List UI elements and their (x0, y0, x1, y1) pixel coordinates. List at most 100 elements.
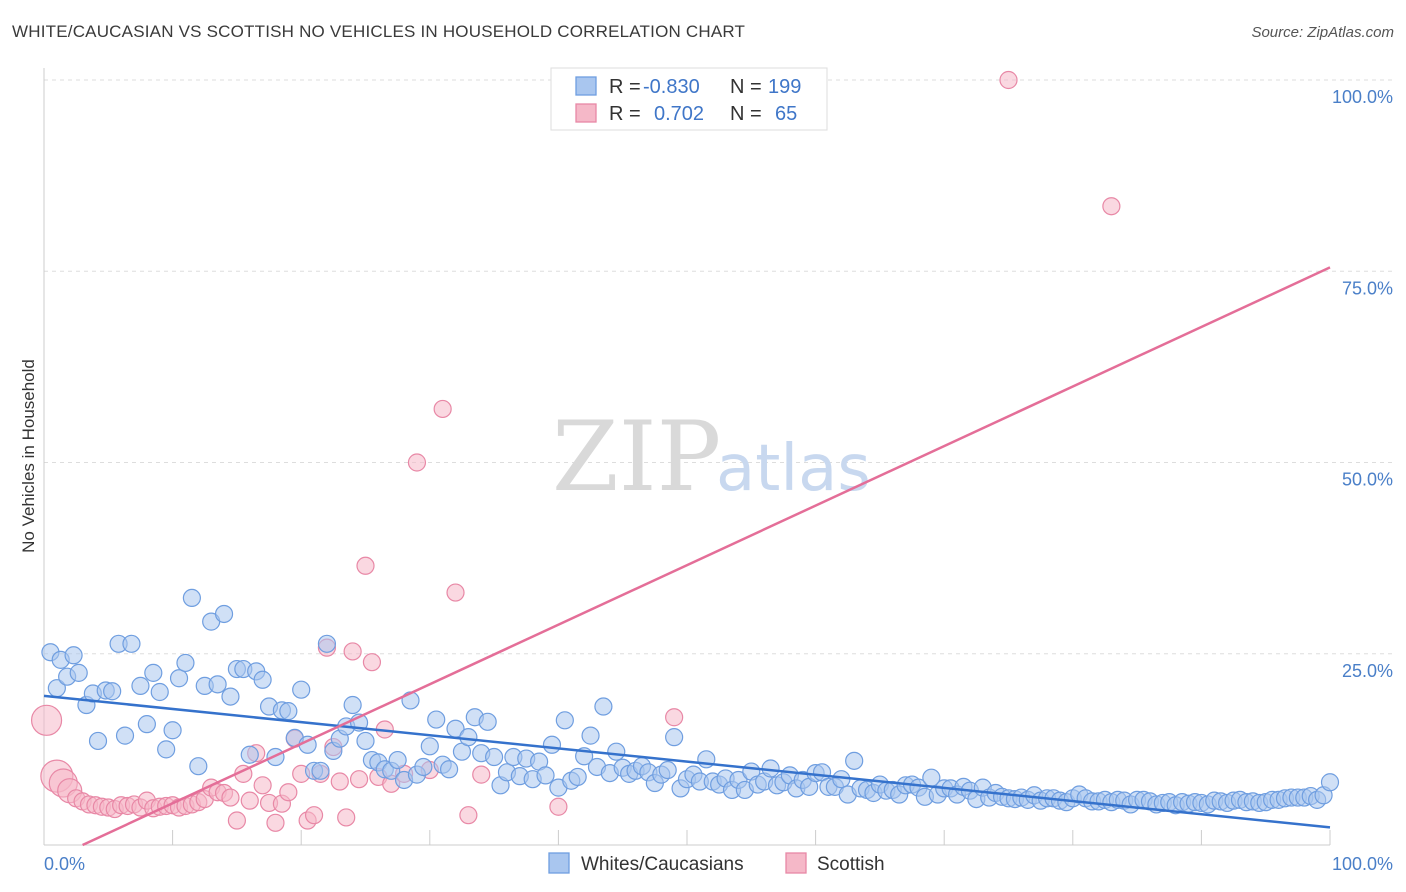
scottish-point (227, 811, 246, 830)
whites-point (485, 747, 504, 767)
x-tick-label-max: 100.0% (1332, 854, 1393, 874)
source-label: Source: ZipAtlas.com (1251, 24, 1394, 41)
legend-swatch-blue (575, 76, 597, 96)
scottish-point (30, 704, 63, 736)
legend-n-label-blue: N = (730, 76, 762, 98)
y-tick-label-100: 100.0% (1332, 87, 1393, 107)
scottish-point (665, 708, 684, 727)
whites-point (131, 676, 150, 695)
whites-point (64, 646, 83, 665)
scottish-point (279, 783, 298, 802)
whites-point (665, 728, 684, 747)
whites-point (253, 670, 272, 689)
y-tick-labels: 25.0% 50.0% 75.0% 100.0% (1332, 87, 1393, 681)
legend-r-value-blue: -0.830 (643, 76, 700, 98)
whites-point (292, 680, 311, 699)
whites-point (581, 726, 600, 745)
whites-point (542, 735, 562, 754)
whites-point (214, 604, 234, 624)
stats-legend: R = -0.830 N = 199 R = 0.702 N = 65 (550, 67, 828, 131)
watermark-atlas: atlas (716, 432, 871, 506)
x-tick-label-min: 0.0% (44, 854, 85, 874)
chart-title: WHITE/CAUCASIAN VS SCOTTISH NO VEHICLES … (12, 22, 746, 41)
whites-point (343, 695, 362, 715)
whites-point (176, 653, 195, 673)
whites-point (568, 767, 587, 787)
whites-point (163, 721, 182, 740)
whites-point (594, 697, 613, 716)
scottish-point (999, 70, 1018, 90)
scottish-point (221, 788, 240, 807)
whites-trend-line (43, 694, 1331, 829)
legend-r-value-pink: 0.702 (654, 103, 704, 125)
scottish-point (433, 399, 452, 419)
whites-point (150, 682, 169, 702)
whites-point (221, 687, 240, 706)
whites-point (356, 731, 375, 751)
y-tick-label-50: 50.0% (1342, 470, 1393, 490)
whites-point (536, 766, 555, 785)
scottish-point (446, 583, 465, 602)
y-tick-label-75: 75.0% (1342, 278, 1393, 298)
whites-point (69, 663, 88, 682)
bottom-legend-swatch-pink (785, 852, 807, 874)
legend-r-label-blue: R = (609, 76, 641, 98)
scottish-point (304, 806, 324, 825)
whites-point (88, 731, 108, 751)
whites-point (157, 740, 176, 759)
scottish-point (362, 653, 382, 672)
whites-point (427, 710, 446, 729)
whites-point (103, 682, 122, 701)
whites-point (169, 669, 189, 688)
y-tick-label-25: 25.0% (1342, 661, 1393, 681)
whites-point (414, 757, 433, 777)
whites-point (1320, 773, 1340, 792)
whites-point (420, 737, 439, 756)
whites-point (607, 742, 626, 761)
whites-point (317, 634, 337, 653)
whites-point (208, 675, 227, 694)
scottish-point (459, 806, 478, 825)
whites-point (144, 663, 163, 682)
whites-point (845, 751, 864, 770)
whites-point (439, 760, 459, 779)
whites-point (555, 711, 574, 730)
whites-point (388, 750, 407, 770)
legend-n-value-pink: 65 (775, 103, 797, 125)
whites-point (137, 715, 156, 734)
whites-point (189, 757, 208, 776)
scottish-point (549, 797, 568, 816)
scottish-point (240, 791, 259, 810)
whites-point (311, 761, 330, 780)
x-tick-marks (43, 830, 1331, 845)
legend-swatch-pink (575, 103, 597, 123)
scottish-point (343, 642, 362, 661)
whites-point (122, 634, 141, 653)
whites-point (240, 745, 259, 764)
bottom-legend-swatch-blue (548, 852, 570, 874)
gridlines (44, 79, 1393, 655)
legend-n-label-pink: N = (730, 103, 762, 125)
bottom-legend-label-pink: Scottish (817, 854, 885, 875)
legend-n-value-blue: 199 (768, 76, 801, 98)
scottish-point (337, 808, 356, 827)
scottish-point (349, 770, 369, 789)
whites-point (182, 588, 201, 608)
scottish-point (356, 556, 375, 575)
scottish-point (330, 772, 349, 791)
y-axis-label: No Vehicles in Household (19, 359, 38, 553)
bottom-legend-label-blue: Whites/Caucasians (581, 854, 744, 875)
whites-points (41, 588, 1340, 815)
whites-point (459, 728, 478, 747)
series-legend: Whites/Caucasians Scottish (548, 852, 885, 875)
whites-point (115, 726, 135, 745)
whites-point (478, 712, 497, 731)
scottish-trend-line (82, 266, 1331, 847)
scottish-point (472, 765, 491, 784)
whites-point (279, 702, 298, 721)
scottish-point (1102, 197, 1121, 216)
scottish-point (253, 776, 272, 795)
scottish-point (266, 813, 285, 832)
legend-r-label-pink: R = (609, 103, 641, 125)
